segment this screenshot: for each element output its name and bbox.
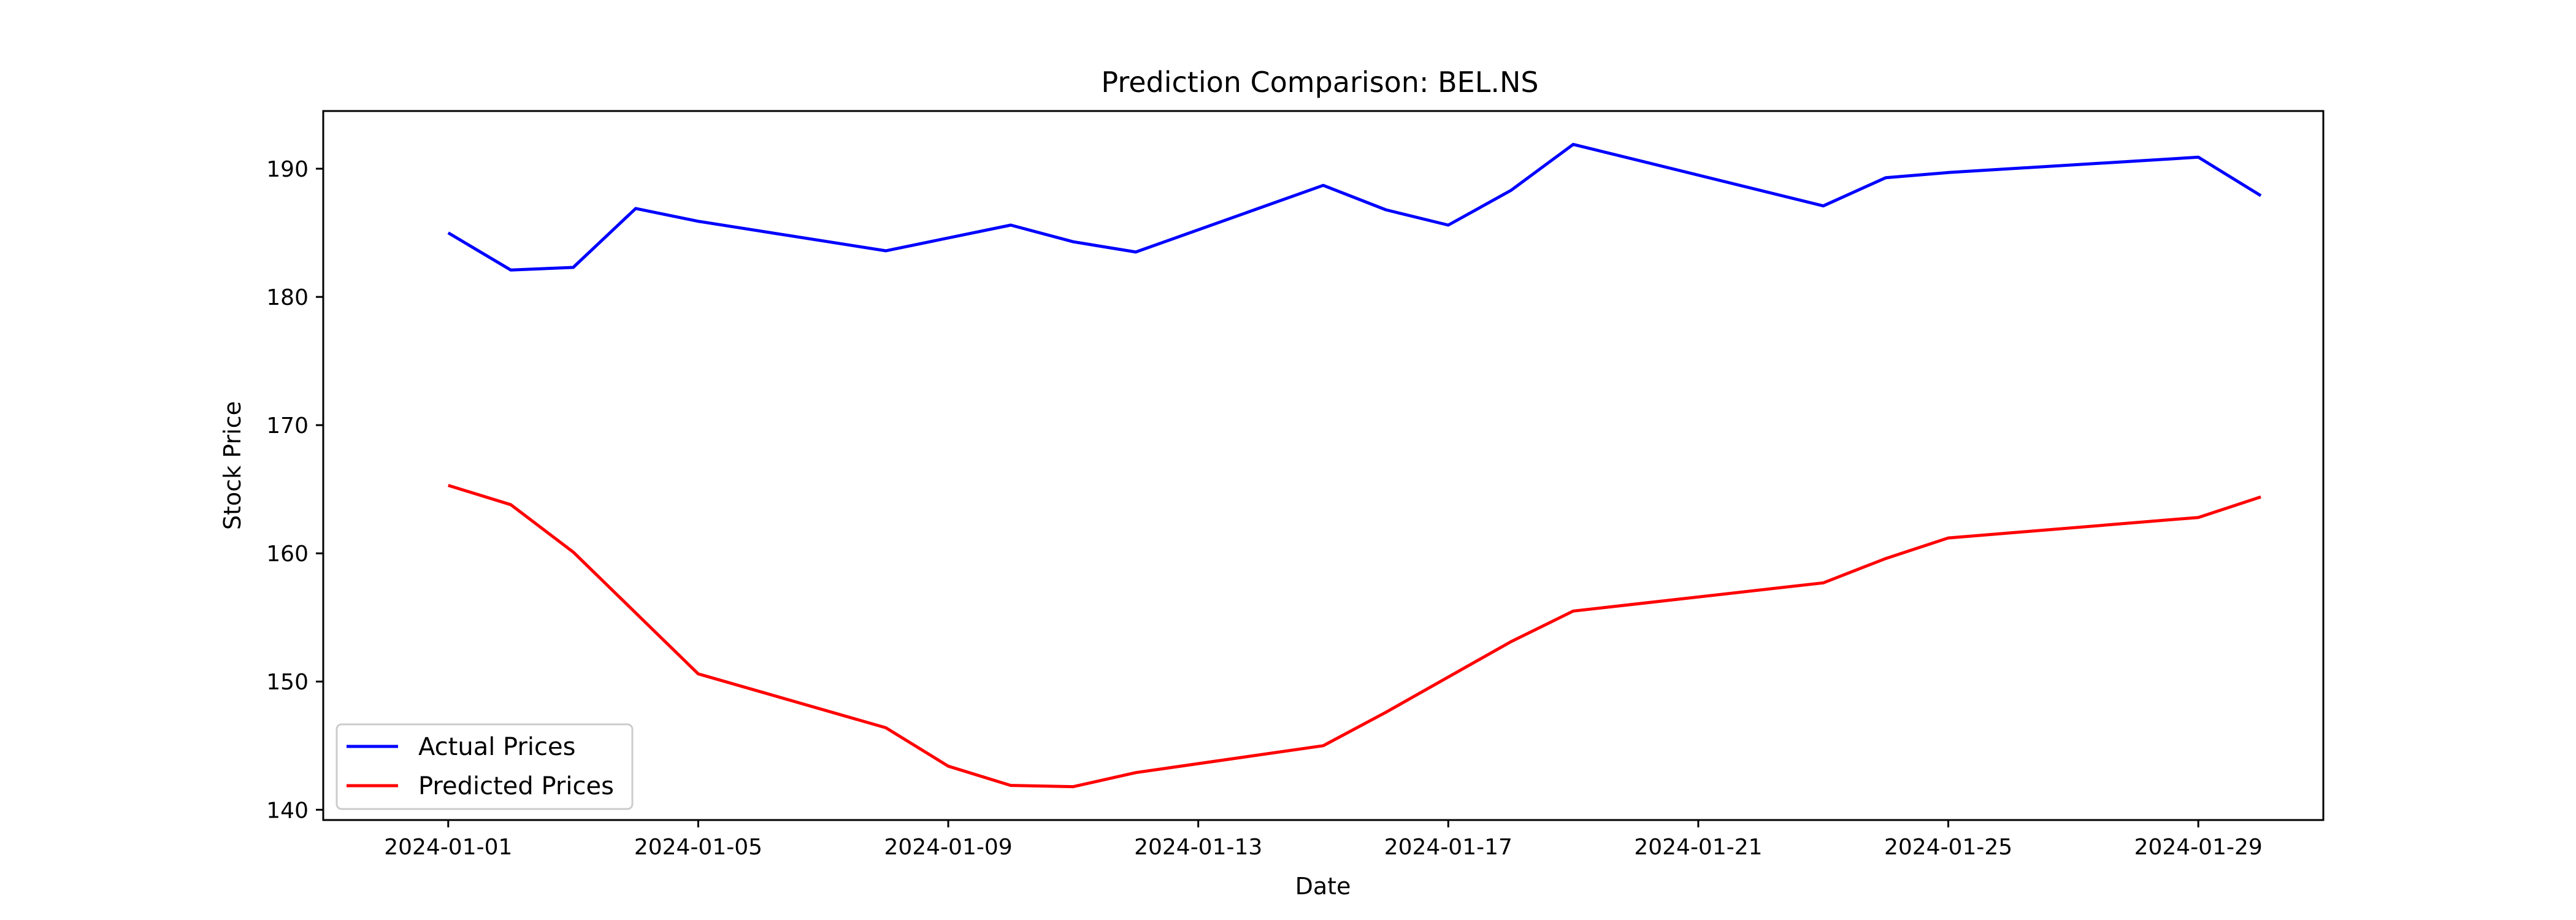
x-axis-label: Date xyxy=(1295,873,1351,900)
x-tick-label: 2024-01-09 xyxy=(884,835,1012,860)
series-layer xyxy=(447,142,2262,789)
y-tick-label: 190 xyxy=(266,157,309,182)
x-axis: 2024-01-01 2024-01-05 2024-01-09 2024-01-13… xyxy=(384,820,2263,860)
legend-label: Predicted Prices xyxy=(418,772,614,800)
y-axis-label: Stock Price xyxy=(219,401,246,530)
y-tick-label: 170 xyxy=(266,413,309,439)
legend: Actual Prices Predicted Prices xyxy=(335,723,634,810)
x-tick-label: 2024-01-13 xyxy=(1134,835,1262,860)
chart-title: Prediction Comparison: BEL.NS xyxy=(1101,66,1538,99)
y-tick-label: 150 xyxy=(266,670,309,695)
y-axis: 140 150 160 170 180 190 xyxy=(266,157,323,823)
x-tick-label: 2024-01-17 xyxy=(1384,835,1512,860)
series-line-predicted xyxy=(448,484,2261,789)
plot-frame xyxy=(322,110,2325,821)
legend-label: Actual Prices xyxy=(418,733,575,761)
x-tick-label: 2024-01-29 xyxy=(2134,835,2263,860)
series-line-actual xyxy=(447,142,2262,272)
x-tick-label: 2024-01-01 xyxy=(384,835,512,860)
y-tick-label: 180 xyxy=(266,285,309,310)
x-tick-label: 2024-01-05 xyxy=(634,835,762,860)
y-tick-label: 160 xyxy=(266,542,309,567)
y-tick-label: 140 xyxy=(266,798,309,823)
x-tick-label: 2024-01-21 xyxy=(1634,835,1762,860)
x-tick-label: 2024-01-25 xyxy=(1884,835,2012,860)
legend-box xyxy=(335,723,634,810)
